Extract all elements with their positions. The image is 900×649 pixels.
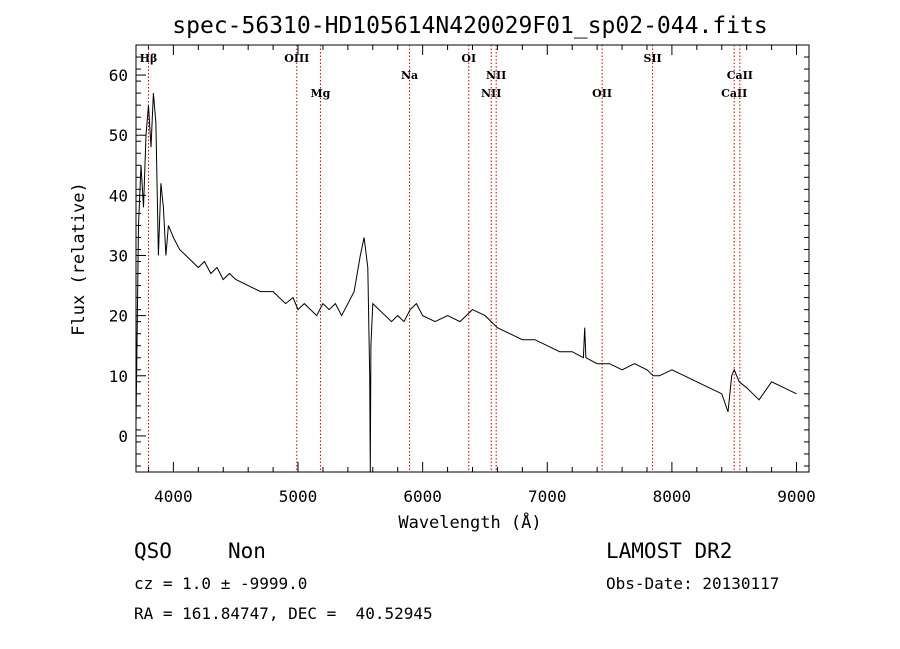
x-tick-label: 8000 bbox=[653, 487, 692, 506]
y-tick-label: 60 bbox=[109, 66, 128, 85]
y-axis-label: Flux (relative) bbox=[69, 182, 89, 336]
x-tick-label: 5000 bbox=[279, 487, 318, 506]
spectral-line-label: CaII bbox=[727, 69, 753, 82]
survey-label: LAMOST DR2 bbox=[606, 539, 733, 563]
y-tick-label: 0 bbox=[118, 427, 128, 446]
plot-frame bbox=[135, 44, 810, 473]
radec-readout: RA = 161.84747, DEC = 40.52945 bbox=[134, 604, 433, 623]
y-tick-label: 40 bbox=[109, 186, 128, 205]
chart-title: spec-56310-HD105614N420029F01_sp02-044.f… bbox=[172, 13, 767, 39]
spectral-line-label: OII bbox=[592, 87, 612, 100]
subclass-label: Non bbox=[228, 539, 266, 563]
y-tick-label: 20 bbox=[109, 307, 128, 326]
spectral-line-label: SII bbox=[643, 52, 661, 65]
spectral-line-label: NII bbox=[486, 69, 506, 82]
spectral-line-label: OIII bbox=[284, 52, 309, 65]
x-tick-label: 4000 bbox=[154, 487, 193, 506]
x-tick-label: 7000 bbox=[528, 487, 567, 506]
x-axis-label: Wavelength (Å) bbox=[398, 511, 541, 533]
y-tick-label: 10 bbox=[109, 367, 128, 386]
x-tick-label: 9000 bbox=[777, 487, 816, 506]
spectral-line-label: NII bbox=[481, 87, 501, 100]
y-tick-label: 50 bbox=[109, 126, 128, 145]
plot-area: 4000 5000 6000 7000 8000 9000 0 10 20 30 40 50 60 Hβ O… bbox=[109, 44, 816, 506]
redshift-readout: cz = 1.0 ± -9999.0 bbox=[134, 574, 308, 593]
spectral-line-label: Mg bbox=[311, 87, 331, 100]
spectral-line-label: Na bbox=[401, 69, 418, 82]
x-tick-label: 6000 bbox=[403, 487, 442, 506]
obs-date: Obs-Date: 20130117 bbox=[606, 574, 780, 593]
spectrum-line bbox=[135, 93, 797, 473]
spectral-line-label: CaII bbox=[721, 87, 747, 100]
spectral-line-label: Hβ bbox=[140, 52, 158, 65]
class-label: QSO bbox=[134, 539, 172, 563]
spectral-line-label: OI bbox=[461, 52, 476, 65]
y-tick-label: 30 bbox=[109, 246, 128, 265]
